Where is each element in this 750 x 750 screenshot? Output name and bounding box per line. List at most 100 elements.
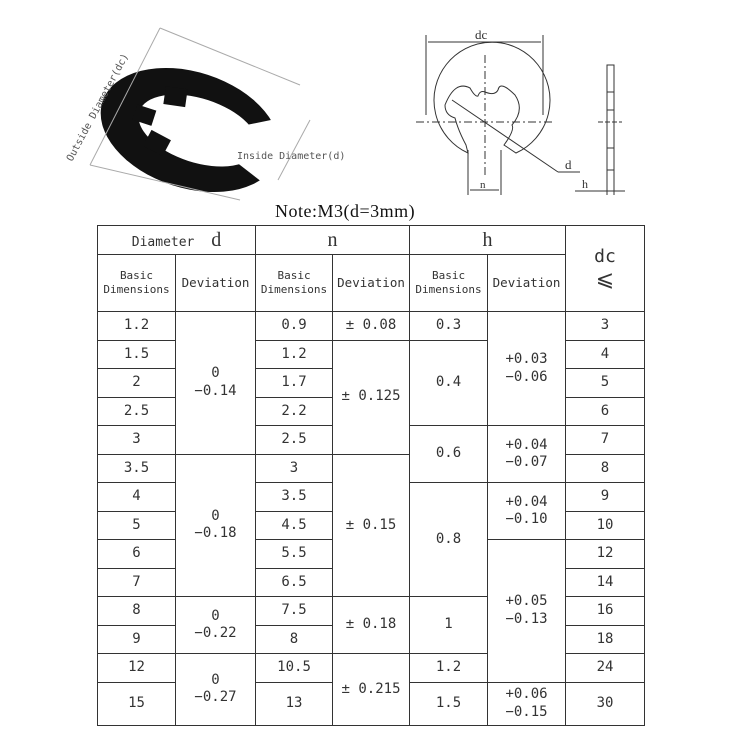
h-basic-cell: 1 [409,596,489,654]
dc-cell: 9 [565,482,646,512]
table-row: 4 3.5 0.8 +0.04 −0.10 9 [97,482,646,597]
d-basic-cell: 3.5 [97,453,176,483]
header-n-basic: Basic Dimensions [255,254,334,312]
d-deviation-cell: 0 −0.27 [174,653,257,726]
dc-cell: 18 [565,624,646,654]
d-deviation-cell-upper: 0 [211,365,220,382]
d-label: d [565,157,572,172]
d-basic-cell: 3 [97,425,176,455]
d-basic-cell: 2.5 [97,396,176,426]
n-basic-cell: 10.5 [255,653,334,683]
n-basic-cell: 2.2 [255,396,334,426]
dc-cell: 4 [565,339,646,369]
technical-drawing: dc d n h [416,27,625,195]
dc-cell: 30 [565,681,646,726]
n-basic-cell: 4.5 [255,510,334,540]
d-basic-cell: 4 [97,482,176,512]
note-title: Note:M3(d=3mm) [275,201,416,221]
h-deviation-cell-upper: +0.05 [505,593,548,610]
dc-cell: 12 [565,539,646,569]
e-clip-photo-shape [100,67,312,206]
dc-cell: 8 [565,453,646,483]
e-clip-photo: Outside Diameter(dc) Inside Diameter(d) [65,27,345,206]
header-diameter-word: Diameter [131,234,195,250]
n-deviation-cell: ± 0.125 [332,339,411,455]
n-basic-cell: 7.5 [255,596,334,626]
n-deviation-cell: ± 0.08 [332,311,411,341]
table-row: 9 8 18 [97,624,646,654]
d-basic-cell: 6 [97,539,176,569]
header-h-basic: Basic Dimensions [409,254,489,312]
less-equal-symbol: ⩽ [595,266,615,292]
h-basic-cell: 1.2 [409,653,489,683]
d-basic-cell: 2 [97,368,176,398]
table-row: 1.2 0 −0.14 0.9 ± 0.08 0.3 +0.03 −0.06 3 [97,311,646,455]
table-row: 2 1.7 5 [97,368,646,398]
header-d-basic: Basic Dimensions [97,254,176,312]
header-dc-symbol: dc [594,246,616,268]
d-basic-cell: 1.2 [97,311,176,341]
header-n: n [255,225,411,255]
h-deviation-cell-lower: −0.06 [505,368,548,385]
d-basic-cell: 5 [97,510,176,540]
dc-cell: 14 [565,567,646,597]
table-row: 15 13 1.5 +0.06 −0.15 30 [97,681,646,726]
h-basic-cell: 0.6 [409,425,489,483]
n-basic-cell: 6.5 [255,567,334,597]
h-deviation-cell: +0.04 −0.07 [487,425,567,483]
header-row-groups: Diameter d n h dc ⩽ [96,225,646,312]
d-basic-cell: 7 [97,567,176,597]
d-basic-cell: 9 [97,624,176,654]
dc-cell: 16 [565,596,646,626]
header-d-symbol: d [211,228,222,251]
h-deviation-cell-upper: +0.04 [505,493,548,510]
h-basic-cell: 0.3 [409,311,489,341]
d-deviation-cell-upper: 0 [211,507,220,524]
inside-diameter-label: Inside Diameter(d) [237,151,345,162]
n-basic-cell: 3.5 [255,482,334,512]
h-deviation-cell-upper: +0.03 [505,351,548,367]
n-basic-cell: 5.5 [255,539,334,569]
n-deviation-cell: ± 0.18 [332,596,411,654]
dc-label: dc [475,27,488,42]
h-deviation-cell-lower: −0.07 [505,454,548,470]
d-basic-cell: 12 [97,653,176,683]
n-basic-cell: 2.5 [255,425,334,455]
dc-cell: 3 [565,311,646,341]
n-basic-cell: 1.7 [255,368,334,398]
h-basic-cell: 0.8 [409,482,489,597]
d-deviation-cell-lower: −0.18 [194,525,237,542]
table-row: 12 0 −0.27 10.5 ± 0.215 1.2 24 [97,653,646,726]
d-deviation-cell-lower: −0.14 [194,382,237,399]
d-deviation-cell-lower: −0.22 [194,625,237,641]
n-basic-cell: 0.9 [255,311,334,341]
n-label: n [480,179,486,191]
h-deviation-cell: +0.05 −0.13 [487,539,567,683]
e-clip-outline [433,41,551,154]
dc-cell: 24 [565,653,646,683]
header-h: h [409,225,567,255]
h-deviation-cell: +0.04 −0.10 [487,482,567,540]
dc-cell: 6 [565,396,646,426]
h-deviation-cell-lower: −0.10 [505,511,548,527]
d-deviation-cell: 0 −0.22 [174,596,257,654]
d-basic-cell: 8 [97,596,176,626]
side-view [606,64,615,171]
dc-cell: 7 [565,425,646,455]
d-deviation-cell: 0 −0.14 [174,311,257,455]
h-deviation-cell-lower: −0.15 [505,703,548,720]
table-row: 5 4.5 10 [97,510,646,540]
h-basic-cell: 1.5 [409,681,489,726]
header-h-deviation: Deviation [487,254,567,312]
header-n-deviation: Deviation [332,254,411,312]
d-deviation-cell-upper: 0 [211,607,220,624]
d-basic-cell: 1.5 [97,339,176,369]
header-d-deviation: Deviation [174,254,257,312]
h-label: h [582,177,588,191]
n-deviation-cell: ± 0.215 [332,653,411,726]
h-deviation-cell-upper: +0.04 [505,436,548,453]
n-basic-cell: 3 [255,453,334,483]
spec-table: Diameter d n h dc ⩽ Basic Dimensions Devi… [96,225,646,726]
d-deviation-cell-lower: −0.27 [194,689,237,706]
